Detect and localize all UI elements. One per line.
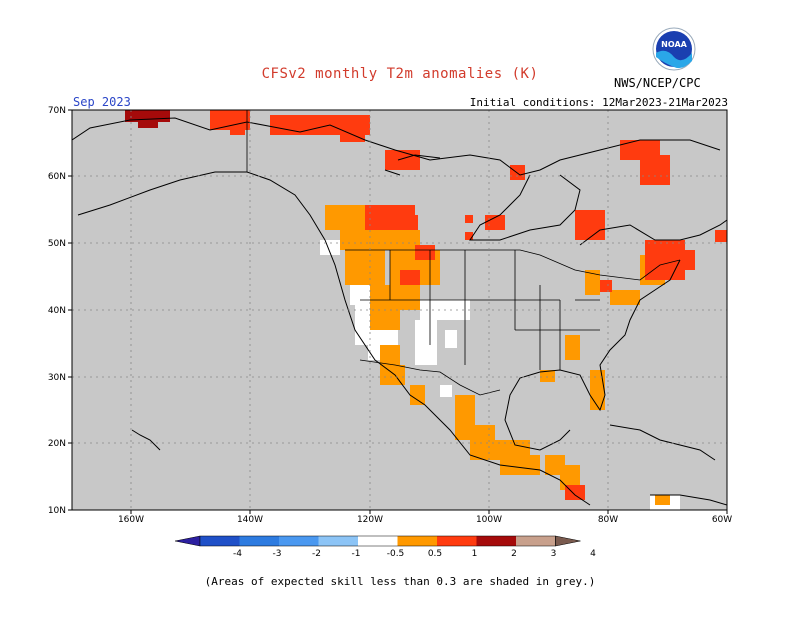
colorbar-label: 2 xyxy=(511,549,517,559)
colorbar-swatch xyxy=(279,536,319,546)
colorbar-label: -1 xyxy=(352,549,361,559)
chart-title: CFSv2 monthly T2m anomalies (K) xyxy=(261,66,539,82)
lon-label: 120W xyxy=(357,515,383,525)
lat-label: 30N xyxy=(48,373,66,383)
anomaly-cells-1-2 xyxy=(210,110,727,500)
lon-label: 80W xyxy=(598,515,618,525)
lat-label: 60N xyxy=(48,172,66,182)
colorbar-swatch xyxy=(397,536,437,546)
political-borders xyxy=(246,110,681,396)
logo-text: NOAA xyxy=(661,40,687,49)
lon-label: 140W xyxy=(237,515,263,525)
agency-label: NWS/NCEP/CPC xyxy=(614,76,701,90)
colorbar-swatch xyxy=(437,536,477,546)
lon-tick-marks xyxy=(130,510,728,514)
colorbar-label: -4 xyxy=(233,549,242,559)
colorbar-label: -3 xyxy=(273,549,282,559)
colorbar-label: 1 xyxy=(472,549,478,559)
colorbar-label: 3 xyxy=(551,549,557,559)
lat-label: 70N xyxy=(48,106,66,116)
lat-lon-grid xyxy=(72,110,727,510)
lat-label: 50N xyxy=(48,239,66,249)
lat-tick-marks xyxy=(68,109,72,511)
colorbar-swatch xyxy=(516,536,556,546)
colorbar-swatch xyxy=(318,536,358,546)
lon-label: 60W xyxy=(712,515,732,525)
lat-label: 10N xyxy=(48,506,66,516)
forecast-month: Sep 2023 xyxy=(73,95,131,109)
noaa-logo: NOAA xyxy=(652,27,696,71)
colorbar-swatch xyxy=(358,536,398,546)
colorbar-label: 4 xyxy=(590,549,596,559)
lat-label: 40N xyxy=(48,306,66,316)
colorbar: -4 -3 -2 -1 -0.5 0.5 1 2 3 4 xyxy=(174,535,596,559)
colorbar-swatch xyxy=(239,536,279,546)
skill-footnote: (Areas of expected skill less than 0.3 a… xyxy=(204,575,596,588)
initial-conditions: Initial conditions: 12Mar2023-21Mar2023 xyxy=(469,96,728,109)
colorbar-arrow-low xyxy=(174,535,201,547)
colorbar-label: 0.5 xyxy=(428,549,442,559)
lat-label: 20N xyxy=(48,439,66,449)
colorbar-swatch xyxy=(200,536,240,546)
colorbar-outline xyxy=(199,535,556,547)
colorbar-label: -2 xyxy=(312,549,321,559)
colorbar-arrow-high xyxy=(555,535,581,547)
colorbar-swatch xyxy=(476,536,516,546)
colorbar-label: -0.5 xyxy=(387,549,405,559)
lon-label: 160W xyxy=(118,515,144,525)
lon-label: 100W xyxy=(476,515,502,525)
